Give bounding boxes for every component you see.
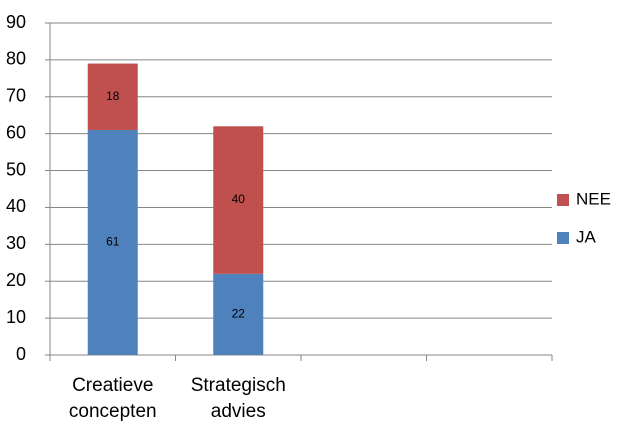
legend-label: NEE	[576, 189, 611, 208]
data-label: 61	[106, 235, 120, 249]
y-tick-label: 90	[6, 12, 26, 32]
y-tick-label: 0	[16, 344, 26, 364]
y-tick-label: 40	[6, 196, 26, 216]
bar-segment	[213, 273, 264, 355]
data-label: 22	[232, 307, 246, 321]
y-tick-label: 30	[6, 233, 26, 253]
bar-segment	[87, 63, 138, 130]
data-label: 18	[106, 89, 120, 103]
legend-label: JA	[576, 227, 597, 246]
x-tick-label: Strategisch advies	[190, 375, 286, 422]
x-tick-label: Creatieve concepten	[68, 375, 157, 422]
legend-swatch	[557, 232, 569, 244]
y-tick-label: 10	[6, 307, 26, 327]
bar-segment	[87, 129, 138, 355]
y-tick-label: 60	[6, 122, 26, 142]
bar-segment	[213, 126, 264, 274]
y-tick-label: 20	[6, 270, 26, 290]
y-tick-label: 50	[6, 159, 26, 179]
y-tick-label: 70	[6, 86, 26, 106]
y-tick-label: 80	[6, 49, 26, 69]
legend-swatch	[557, 194, 569, 206]
data-label: 40	[232, 192, 246, 206]
